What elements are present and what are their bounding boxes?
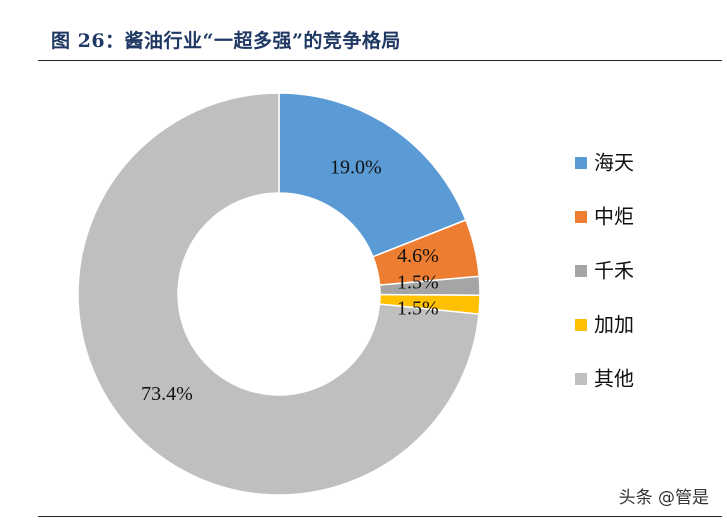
data-label-3: 1.5% — [397, 271, 439, 293]
figure-title: 图 26：酱油行业“一超多强”的竞争格局 — [51, 30, 401, 52]
donut-slices — [77, 92, 481, 496]
data-label-2: 4.6% — [397, 245, 439, 267]
legend-swatch-3 — [575, 265, 587, 277]
data-label-5: 73.4% — [141, 383, 193, 405]
legend-swatch-2 — [575, 211, 587, 223]
legend-label-2: 中炬 — [594, 205, 634, 229]
title-rule — [38, 60, 722, 61]
legend-label-3: 千禾 — [594, 259, 634, 283]
slice-5 — [77, 92, 480, 496]
bottom-rule — [38, 516, 722, 517]
legend-swatch-1 — [575, 157, 587, 169]
data-labels: 19.0% 4.6% 1.5% 1.5% 73.4% — [141, 157, 439, 405]
slice-1 — [278, 92, 467, 258]
legend-swatch-5 — [575, 373, 587, 385]
watermark: 头条 @管是 — [608, 478, 719, 512]
legend-label-5: 其他 — [594, 367, 634, 391]
legend-label-1: 海天 — [594, 151, 634, 175]
legend-swatch-4 — [575, 319, 587, 331]
data-label-1: 19.0% — [330, 157, 382, 179]
data-label-4: 1.5% — [397, 298, 439, 320]
legend-label-4: 加加 — [594, 313, 634, 337]
